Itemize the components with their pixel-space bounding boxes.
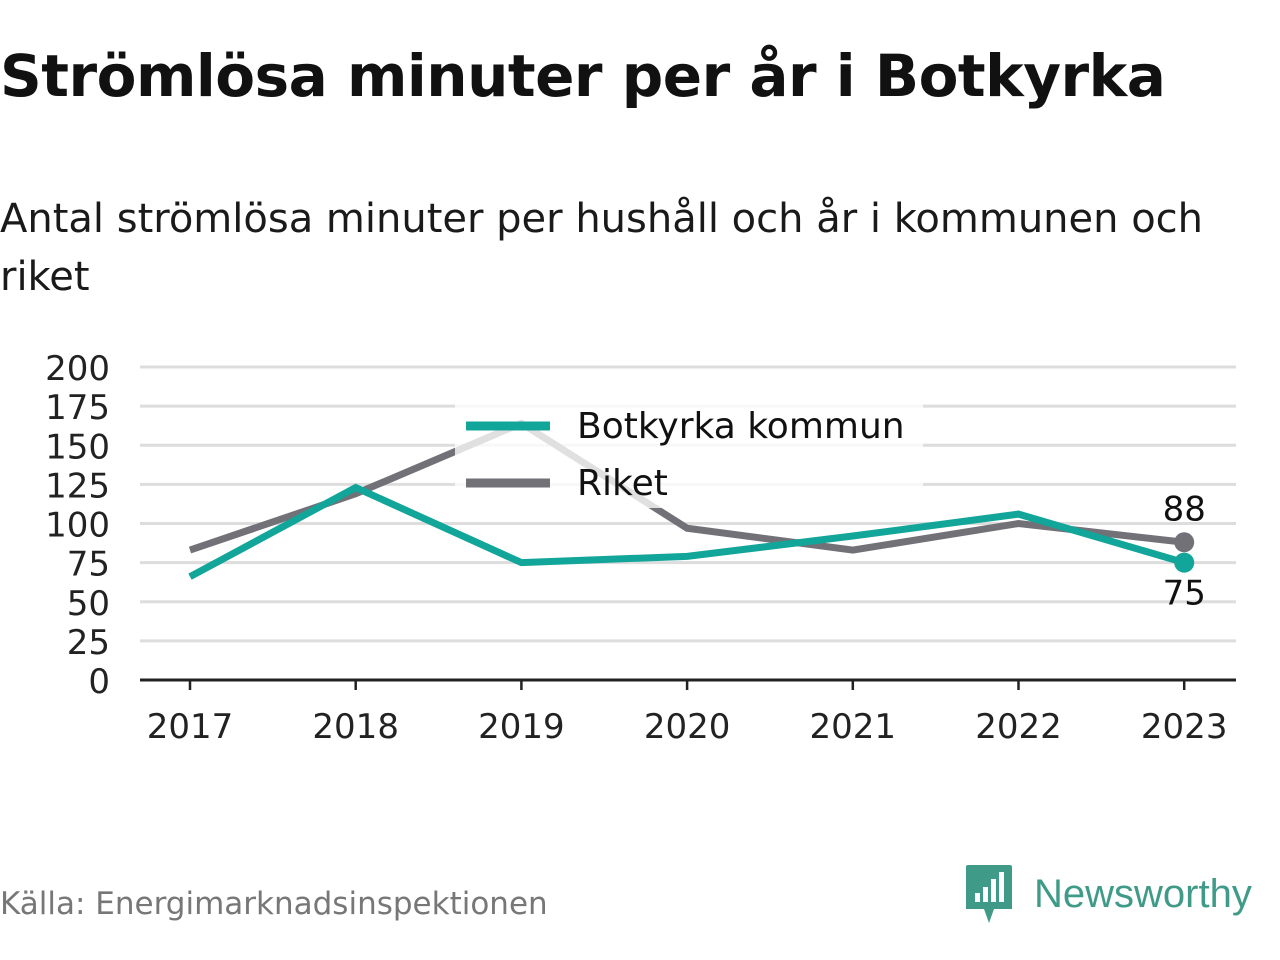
- legend-background: [455, 404, 923, 508]
- y-tick-label: 75: [67, 545, 110, 585]
- y-tick-label: 0: [88, 662, 110, 702]
- x-tick-label: 2019: [478, 707, 565, 747]
- x-tick-label: 2022: [975, 707, 1062, 747]
- y-tick-label: 50: [67, 584, 110, 624]
- end-labels: 88 75: [1163, 489, 1206, 613]
- y-tick-label: 175: [45, 388, 110, 428]
- data-label: 88: [1163, 489, 1206, 529]
- series-lines: [188, 419, 1186, 580]
- source-note: Källa: Energimarknadsinspektionen: [0, 886, 548, 922]
- end-marker: [1174, 552, 1195, 573]
- x-tick-label: 2023: [1141, 707, 1228, 747]
- x-axis: 2017 2018 2019 2020 2021 2022 2023: [140, 678, 1236, 747]
- series-line: [188, 419, 1185, 554]
- x-tick-label: 2018: [312, 707, 399, 747]
- series-line: [188, 483, 1186, 580]
- chart-title: Strömlösa minuter per år i Botkyrka: [0, 42, 1166, 110]
- brand-name: Newsworthy: [1034, 871, 1252, 916]
- brand-logo: Newsworthy: [964, 862, 1252, 926]
- y-tick-label: 25: [67, 623, 110, 663]
- newsworthy-logo-icon: [966, 865, 1012, 923]
- x-tick-label: 2021: [810, 707, 897, 747]
- x-tick-label: 2017: [147, 707, 234, 747]
- chart-subtitle: Antal strömlösa minuter per hushåll och …: [0, 196, 1204, 300]
- x-tick-label: 2020: [644, 707, 731, 747]
- y-tick-label: 200: [45, 349, 110, 389]
- data-label: 75: [1163, 574, 1206, 614]
- y-tick-label: 150: [45, 427, 110, 467]
- legend: Botkyrka kommun Riket: [455, 404, 923, 508]
- legend-label: Riket: [577, 463, 668, 504]
- legend-label: Botkyrka kommun: [577, 406, 905, 447]
- y-tick-label: 100: [45, 506, 110, 546]
- y-tick-label: 125: [45, 466, 110, 506]
- end-marker: [1174, 532, 1195, 553]
